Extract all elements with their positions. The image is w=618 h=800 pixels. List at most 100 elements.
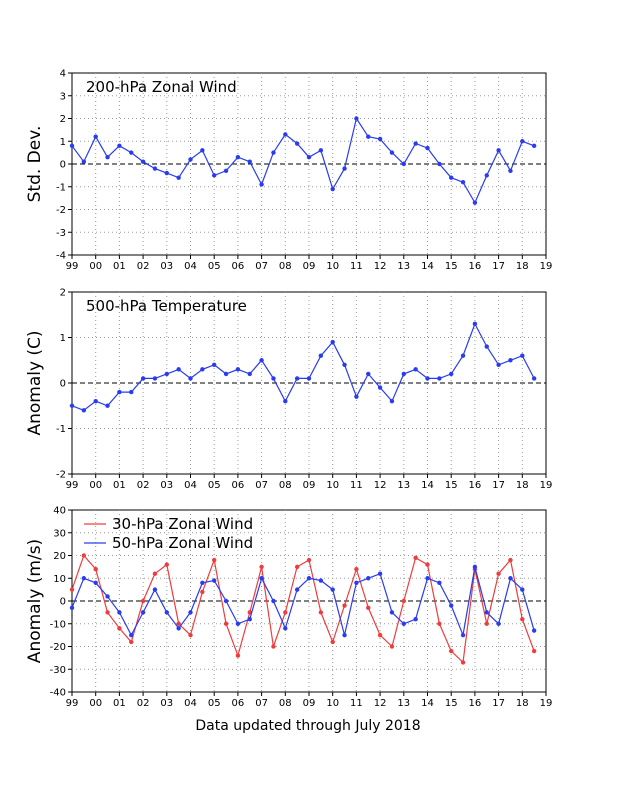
x-tick-label: 02 (137, 261, 150, 272)
series-line (71, 322, 535, 411)
x-tick-label: 07 (255, 261, 268, 272)
data-point (330, 186, 335, 192)
data-point (377, 385, 383, 390)
x-tick-label: 02 (137, 698, 150, 709)
data-point (520, 353, 525, 358)
data-point (81, 576, 87, 581)
data-point (377, 632, 383, 638)
y-tick-label: -10 (50, 619, 66, 630)
x-tick-label: 18 (516, 698, 529, 709)
data-point (496, 148, 501, 153)
y-tick-label: 0 (60, 597, 66, 608)
data-point (283, 626, 288, 631)
data-point (306, 154, 312, 160)
data-point (496, 571, 501, 576)
x-tick-label: 18 (516, 480, 529, 491)
data-point (294, 376, 300, 381)
data-point (520, 587, 525, 592)
data-point (259, 576, 264, 581)
data-point (460, 353, 466, 358)
data-point (188, 610, 193, 615)
legend-entry: 30-hPa Zonal Wind (112, 515, 253, 533)
x-tick-label: 05 (208, 698, 221, 709)
data-point (200, 367, 205, 372)
series-line (71, 117, 535, 205)
y-tick-label: 1 (60, 333, 66, 344)
data-point (306, 557, 312, 563)
x-tick-label: 07 (255, 698, 268, 709)
data-point (520, 139, 525, 144)
data-point (472, 200, 478, 205)
data-point (129, 150, 134, 155)
data-point (117, 610, 122, 615)
data-point (81, 553, 87, 558)
y-tick-label: 4 (60, 69, 66, 80)
data-point (437, 376, 442, 381)
data-point (389, 399, 395, 404)
data-point (188, 157, 193, 162)
data-point (105, 154, 110, 160)
data-point (81, 408, 87, 413)
x-tick-label: 09 (303, 698, 316, 709)
data-point (152, 571, 158, 576)
data-point (401, 161, 406, 167)
footer-text: Data updated through July 2018 (195, 718, 420, 734)
data-point (129, 639, 134, 645)
data-point (413, 141, 418, 146)
data-point (472, 321, 478, 327)
y-tick-label: -1 (56, 182, 66, 193)
data-point (401, 598, 406, 604)
data-point (294, 587, 300, 592)
x-tick-label: 00 (89, 261, 102, 272)
y-tick-label: -3 (56, 228, 66, 239)
x-tick-label: 06 (232, 261, 245, 272)
data-point (283, 399, 288, 404)
data-point (472, 564, 478, 570)
data-point (294, 564, 300, 570)
x-tick-label: 15 (445, 261, 458, 272)
data-point (140, 376, 146, 381)
data-point (271, 644, 276, 649)
x-tick-label: 10 (326, 261, 339, 272)
x-tick-label: 01 (113, 480, 126, 491)
x-tick-label: 08 (279, 261, 292, 272)
x-tick-label: 15 (445, 698, 458, 709)
x-tick-label: 13 (397, 698, 410, 709)
y-tick-label: 0 (60, 379, 66, 390)
data-point (200, 580, 205, 585)
data-point (354, 580, 359, 585)
data-point (425, 576, 430, 581)
y-axis-label: Anomaly (C) (25, 330, 45, 435)
x-tick-label: 04 (184, 698, 197, 709)
data-point (235, 154, 241, 160)
data-point (354, 394, 359, 399)
x-tick-label: 12 (374, 698, 387, 709)
data-point (140, 159, 146, 164)
x-tick-label: 18 (516, 261, 529, 272)
data-point (212, 557, 217, 563)
data-point (93, 134, 98, 139)
data-point (413, 367, 418, 372)
x-tick-label: 11 (350, 261, 363, 272)
x-tick-label: 04 (184, 261, 197, 272)
data-point (152, 587, 158, 592)
x-tick-label: 16 (469, 698, 482, 709)
data-point (460, 180, 466, 185)
data-point (377, 571, 383, 576)
y-tick-label: 20 (53, 551, 66, 562)
data-point (342, 166, 347, 171)
data-point (212, 362, 217, 367)
data-point (271, 376, 276, 381)
x-tick-label: 03 (160, 698, 173, 709)
panel-1: 99 00 01 02 03 04 05 06 07 08 09 10 11 12 13 14 15 16 17 18… (25, 69, 552, 273)
data-point (460, 660, 466, 665)
x-tick-label: 10 (326, 480, 339, 491)
data-point (366, 605, 371, 611)
data-point (69, 605, 75, 611)
data-point (496, 621, 501, 626)
data-point (449, 648, 454, 654)
x-tick-label: 11 (350, 480, 363, 491)
y-tick-label: -4 (56, 251, 66, 262)
data-point (484, 344, 489, 349)
x-tick-label: 99 (66, 480, 79, 491)
